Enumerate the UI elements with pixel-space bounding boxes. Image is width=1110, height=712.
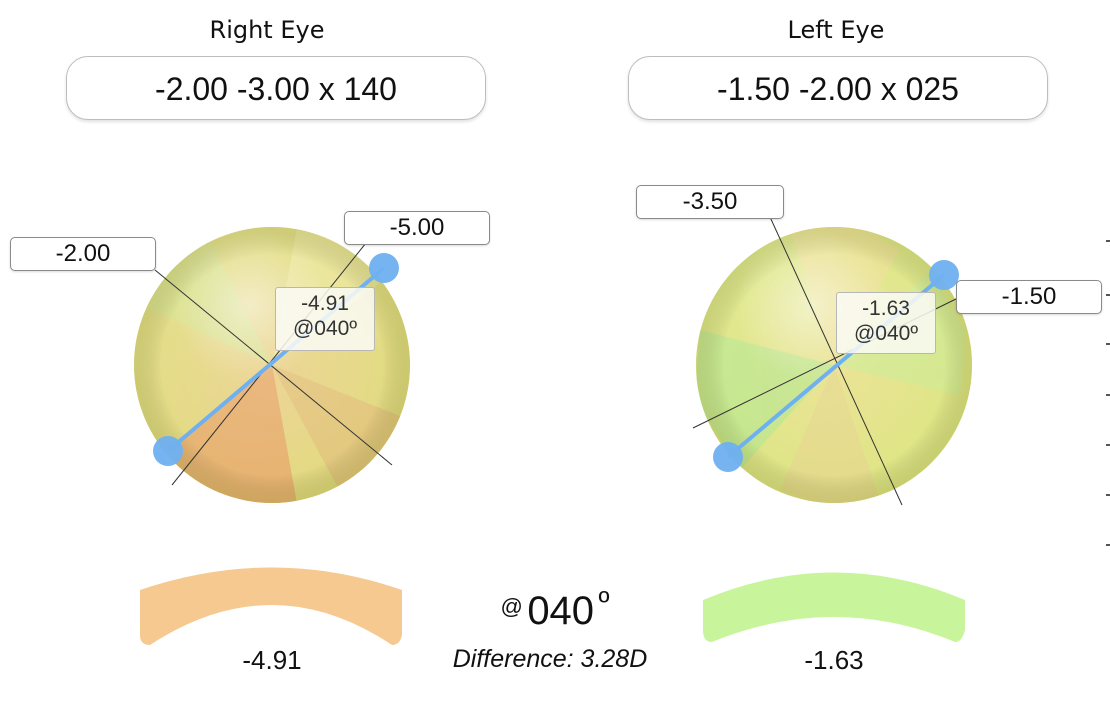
edge-tick — [1106, 544, 1110, 546]
difference-text: Difference: 3.28D — [452, 645, 648, 673]
left-eye-axis-handle-top[interactable] — [929, 260, 959, 290]
right-eye-title: Right Eye — [209, 16, 325, 44]
right-eye-meridian-line-1 — [154, 269, 393, 466]
left-eye-readout-axis: @040º — [853, 322, 919, 345]
right-eye-center-readout: -4.91 @040º — [275, 287, 375, 351]
left-eye-readout-power: -1.63 — [862, 297, 910, 320]
right-eye-axis-handle-bottom[interactable] — [153, 436, 183, 466]
right-eye-meridian-label-1: -2.00 — [10, 237, 156, 271]
edge-tick — [1106, 394, 1110, 396]
right-eye-meridian-label-2: -5.00 — [344, 211, 490, 245]
left-eye-prescription-field[interactable]: -1.50 -2.00 x 025 — [628, 56, 1048, 120]
left-eye-meridian-label-2: -1.50 — [956, 280, 1102, 314]
axis-degree-symbol: º — [598, 586, 610, 619]
left-eye-title: Left Eye — [787, 16, 885, 44]
right-eye-readout-axis: @040º — [292, 317, 358, 340]
edge-tick — [1106, 240, 1110, 242]
right-eye-prescription-field[interactable]: -2.00 -3.00 x 140 — [66, 56, 486, 120]
right-lens-profile-shape — [140, 567, 402, 645]
left-eye-meridian-line-1 — [769, 216, 903, 506]
left-lens-profile-shape — [703, 572, 965, 642]
right-eye-meridian-line-2 — [171, 227, 379, 486]
right-eye-axis-handle-top[interactable] — [369, 253, 399, 283]
axis-summary: @ 040 º — [480, 586, 630, 634]
left-eye-meridian-label-1: -3.50 — [636, 185, 784, 219]
right-lens-power-text: -4.91 — [242, 645, 302, 675]
left-eye-center-readout: -1.63 @040º — [836, 292, 936, 354]
axis-prefix: @ — [500, 594, 523, 619]
edge-tick — [1106, 444, 1110, 446]
edge-tick — [1106, 494, 1110, 496]
left-lens-power-text: -1.63 — [804, 645, 864, 675]
edge-tick — [1106, 343, 1110, 345]
right-eye-readout-power: -4.91 — [301, 292, 349, 315]
axis-value: 040 — [527, 589, 595, 633]
left-eye-axis-handle-bottom[interactable] — [713, 442, 743, 472]
edge-tick — [1106, 294, 1110, 296]
